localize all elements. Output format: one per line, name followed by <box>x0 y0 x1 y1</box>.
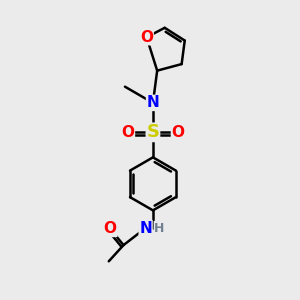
Text: S: S <box>146 123 159 141</box>
Text: O: O <box>122 125 134 140</box>
Text: O: O <box>104 221 117 236</box>
Text: N: N <box>139 220 152 236</box>
Text: N: N <box>147 95 159 110</box>
Text: O: O <box>140 30 153 45</box>
Text: O: O <box>172 125 184 140</box>
Text: H: H <box>154 221 165 235</box>
